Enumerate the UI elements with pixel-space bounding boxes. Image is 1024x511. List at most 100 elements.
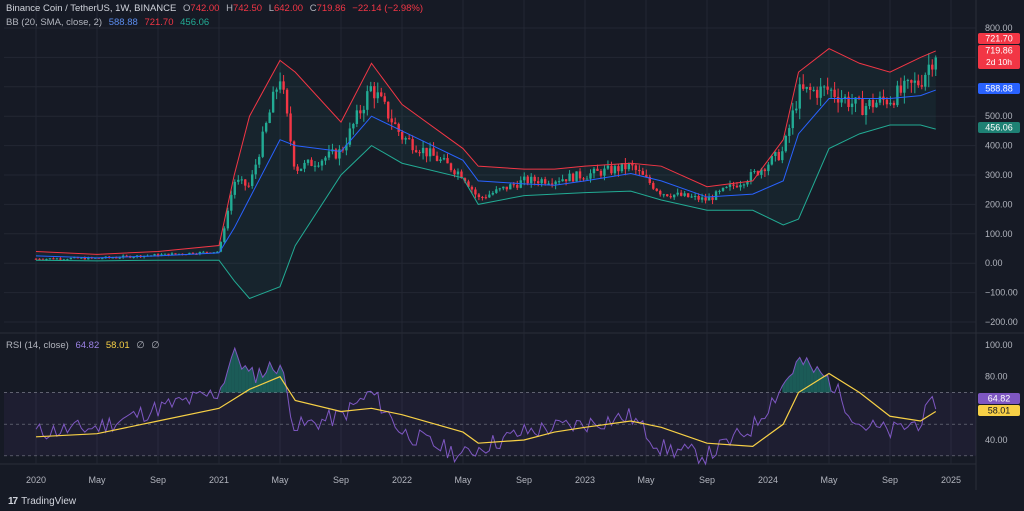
candle-body bbox=[523, 176, 526, 181]
candle-body bbox=[167, 253, 170, 256]
candle-body bbox=[460, 171, 463, 179]
rsi-tick-label: 40.00 bbox=[985, 435, 1008, 445]
candle-body bbox=[205, 251, 209, 253]
candle-body bbox=[864, 106, 868, 116]
y-tick-label: −100.00 bbox=[985, 288, 1018, 298]
x-tick-label: May bbox=[454, 475, 472, 485]
candle-body bbox=[125, 255, 128, 257]
candle-body bbox=[188, 252, 191, 255]
candle-body bbox=[829, 89, 833, 91]
rsi-overbought-fill bbox=[782, 380, 786, 393]
candle-body bbox=[896, 85, 899, 106]
rsi-overbought-fill bbox=[241, 365, 246, 393]
rsi-empty-1: ∅ bbox=[136, 340, 145, 351]
candle-body bbox=[177, 253, 181, 255]
ohlc-close: 719.86 bbox=[316, 3, 346, 14]
tradingview-mark-icon: 17 bbox=[8, 496, 18, 507]
tradingview-logo[interactable]: 17 TradingView bbox=[8, 496, 76, 507]
candle-body bbox=[355, 110, 359, 124]
candle-body bbox=[704, 197, 707, 201]
candle-body bbox=[373, 86, 376, 99]
rsi-label-text: 64.82 bbox=[988, 394, 1011, 404]
candle-body bbox=[425, 147, 428, 157]
candle-body bbox=[366, 91, 369, 110]
x-tick-label: Sep bbox=[333, 475, 349, 485]
candle-body bbox=[45, 258, 48, 260]
candle-body bbox=[798, 84, 801, 109]
candle-body bbox=[620, 163, 624, 172]
candle-body bbox=[875, 102, 878, 108]
candle-body bbox=[924, 74, 927, 87]
candle-body bbox=[690, 196, 693, 198]
time-axis[interactable]: 2020 May Sep 2021 May Sep 2022 May Sep 2023 May Sep… bbox=[26, 475, 961, 485]
candle-body bbox=[170, 253, 174, 256]
candle-body bbox=[885, 99, 889, 105]
rsi-value: 64.82 bbox=[75, 340, 100, 351]
rsi-overbought-fill bbox=[813, 366, 818, 393]
rsi-label-box bbox=[978, 393, 1020, 404]
candle-body bbox=[624, 163, 627, 170]
candle-body bbox=[268, 112, 271, 123]
candle-body bbox=[742, 184, 746, 186]
candle-body bbox=[917, 80, 920, 86]
candle-body bbox=[432, 148, 435, 156]
candle-body bbox=[547, 183, 550, 185]
candle-body bbox=[578, 171, 582, 179]
candle-body bbox=[934, 57, 937, 70]
candle-body bbox=[659, 190, 662, 195]
candle-body bbox=[498, 188, 502, 190]
candle-body bbox=[795, 108, 798, 111]
rsi-overbought-fill bbox=[234, 348, 239, 393]
candle-body bbox=[289, 113, 292, 142]
candle-body bbox=[394, 122, 397, 124]
candle-body bbox=[163, 253, 167, 255]
candle-body bbox=[679, 192, 683, 196]
candle-body bbox=[390, 118, 393, 123]
bb-upper-value: 721.70 bbox=[144, 17, 174, 28]
candle-body bbox=[48, 258, 52, 260]
candle-body bbox=[836, 96, 840, 103]
price-label-text: 721.70 bbox=[985, 34, 1013, 44]
x-tick-label: Sep bbox=[882, 475, 898, 485]
candle-body bbox=[735, 185, 739, 188]
candle-body bbox=[861, 98, 864, 116]
candle-body bbox=[38, 258, 41, 260]
countdown-text: 2d 10h bbox=[986, 57, 1012, 67]
candle-body bbox=[414, 150, 418, 153]
candle-body bbox=[481, 197, 484, 199]
bb-basis-line bbox=[35, 89, 936, 259]
candle-body bbox=[899, 85, 903, 93]
candle-body bbox=[230, 194, 233, 211]
candle-body bbox=[728, 184, 732, 187]
x-tick-label: May bbox=[820, 475, 838, 485]
bb-indicator-label[interactable]: BB (20, SMA, close, 2) bbox=[6, 17, 103, 28]
candle-body bbox=[320, 160, 324, 166]
candle-body bbox=[317, 165, 320, 167]
rsi-overbought-fill bbox=[262, 372, 267, 393]
rsi-overbought-fill bbox=[231, 348, 235, 393]
price-label-box bbox=[978, 45, 1020, 69]
rsi-label-text: 58.01 bbox=[988, 406, 1011, 416]
price-label-text: 588.88 bbox=[985, 84, 1013, 94]
candle-body bbox=[543, 179, 547, 184]
candle-body bbox=[442, 158, 446, 160]
candle-body bbox=[397, 123, 400, 132]
symbol-title[interactable]: Binance Coin / TetherUS, 1W, BINANCE bbox=[6, 3, 177, 14]
candle-body bbox=[477, 194, 481, 198]
candle-body bbox=[592, 168, 596, 174]
candle-body bbox=[920, 85, 924, 87]
bb-band-area bbox=[36, 48, 936, 299]
candle-body bbox=[718, 190, 721, 192]
candle-body bbox=[540, 179, 543, 184]
candle-body bbox=[421, 147, 425, 154]
candle-body bbox=[641, 171, 645, 175]
candle-body bbox=[683, 193, 686, 196]
x-tick-label: 2020 bbox=[26, 475, 46, 485]
candle-body bbox=[774, 151, 777, 156]
rsi-overbought-fill bbox=[252, 367, 256, 393]
ohlc-high-label: H bbox=[226, 3, 233, 14]
candle-body bbox=[380, 92, 383, 97]
rsi-indicator-label[interactable]: RSI (14, close) bbox=[6, 340, 69, 351]
candle-body bbox=[666, 194, 669, 197]
